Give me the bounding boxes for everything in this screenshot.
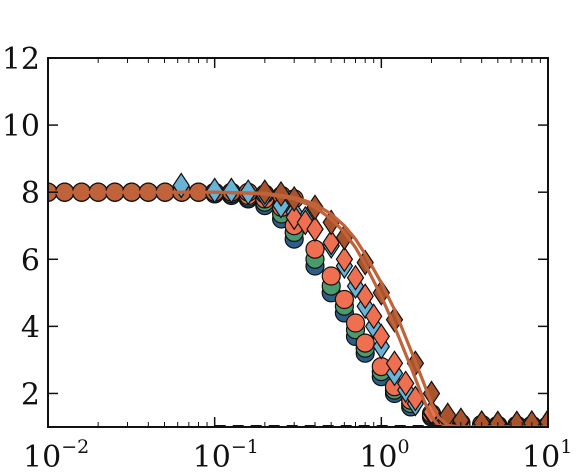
data-point-circle xyxy=(334,289,354,310)
data-point-diamond xyxy=(385,350,404,377)
data-point-diamond xyxy=(396,370,415,397)
data-point-diamond xyxy=(452,407,470,427)
y-tick-label: 4 xyxy=(21,310,40,345)
data-point-diamond xyxy=(306,216,324,243)
y-tick-label: 12 xyxy=(2,42,40,77)
data-point-diamond xyxy=(346,264,365,291)
series-5 xyxy=(285,204,548,427)
data-point-diamond xyxy=(489,410,507,427)
data-point-diamond xyxy=(364,303,383,330)
data-point-diamond xyxy=(472,409,491,427)
data-point-diamond xyxy=(539,408,548,427)
series-8 xyxy=(48,190,548,427)
x-tick-label: 10−2 xyxy=(23,436,89,475)
data-point-diamond xyxy=(335,246,354,273)
x-tick-label: 101 xyxy=(522,436,572,475)
data-point-circle xyxy=(345,313,366,333)
data-point-diamond xyxy=(523,409,541,427)
data-point-circle xyxy=(321,266,341,286)
x-tick-label: 10−1 xyxy=(193,436,259,475)
data-point-circle xyxy=(355,333,375,353)
data-point-diamond xyxy=(222,177,241,204)
data-point-diamond xyxy=(205,177,224,204)
y-tick-label: 8 xyxy=(21,176,40,211)
plot-marks xyxy=(48,172,548,427)
x-tick-label: 100 xyxy=(359,436,409,475)
data-point-diamond xyxy=(356,283,374,310)
data-point-diamond xyxy=(372,323,391,350)
data-point-circle xyxy=(305,239,325,259)
y-tick-label: 10 xyxy=(2,109,40,144)
plot-frame xyxy=(47,57,549,428)
y-tick-label: 2 xyxy=(21,377,40,412)
data-point-diamond xyxy=(508,410,526,427)
y-tick-label: 6 xyxy=(21,243,40,278)
fit-curve xyxy=(48,190,548,427)
